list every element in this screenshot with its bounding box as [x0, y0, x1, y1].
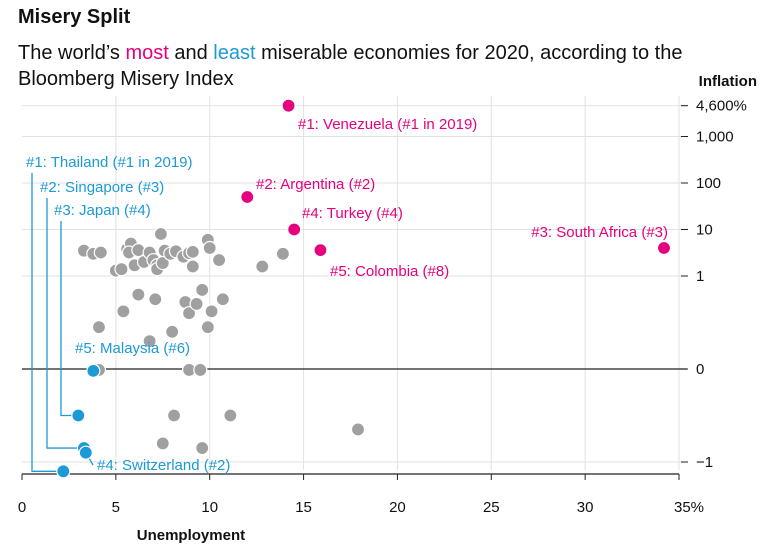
leader-line — [31, 173, 64, 472]
y-tick-label: 1 — [696, 268, 704, 285]
x-tick-label: 25 — [483, 499, 500, 516]
data-point-other — [166, 408, 182, 423]
y-tick-label: 10 — [696, 222, 713, 239]
data-point-least — [78, 445, 93, 460]
data-point-other — [155, 436, 170, 451]
data-point-other — [204, 304, 219, 319]
data-point-other — [200, 320, 215, 335]
subtitle-part-2: and — [168, 42, 214, 64]
data-point-most — [287, 222, 302, 237]
data-label-most: #2: Argentina (#2) — [256, 176, 375, 193]
y-tick-label: 0 — [696, 361, 704, 378]
data-label-least: #5: Malaysia (#6) — [75, 340, 190, 357]
data-label-most: #1: Venezuela (#1 in 2019) — [298, 116, 477, 133]
data-point-other — [350, 422, 366, 437]
data-point-other — [202, 240, 217, 256]
x-tick-label: 30 — [577, 499, 594, 516]
data-point-most — [281, 98, 296, 113]
data-point-other — [116, 304, 131, 319]
data-point-other — [223, 408, 238, 423]
data-point-other — [189, 296, 204, 311]
data-label-least: #2: Singapore (#3) — [40, 179, 164, 196]
x-tick-label: 10 — [201, 499, 218, 516]
x-tick-label: 15 — [295, 499, 312, 516]
subtitle-least: least — [213, 42, 256, 64]
subtitle-most: most — [125, 42, 169, 64]
data-point-most — [313, 243, 328, 258]
data-point-other — [181, 306, 197, 321]
data-point-other — [212, 252, 227, 268]
data-point-other — [165, 324, 180, 339]
data-point-other — [153, 226, 169, 242]
data-point-other — [255, 259, 270, 274]
data-point-other — [185, 259, 200, 274]
y-tick-label: 1,000 — [696, 129, 734, 146]
y-tick-label: 4,600% — [696, 98, 747, 115]
data-point-other — [193, 362, 208, 378]
y-tick-label: 100 — [696, 175, 721, 192]
data-point-other — [131, 287, 146, 302]
subtitle-part-1: The world’s — [18, 42, 126, 64]
x-axis-title: Unemployment — [137, 527, 245, 544]
data-point-other — [142, 334, 157, 349]
x-tick-label: 35% — [674, 499, 704, 516]
data-point-other — [91, 320, 107, 335]
x-tick-label: 5 — [112, 499, 120, 516]
data-point-other — [93, 245, 108, 260]
data-point-least — [56, 464, 71, 479]
data-label-least: #1: Thailand (#1 in 2019) — [26, 154, 193, 171]
data-point-other — [148, 292, 163, 307]
data-point-other — [185, 244, 200, 259]
data-point-other — [195, 440, 210, 456]
data-label-most: #5: Colombia (#8) — [330, 263, 449, 280]
data-point-other — [114, 262, 129, 277]
subtitle-part-3: miserable economies for 2020, according … — [18, 42, 683, 90]
data-label-most: #3: South Africa (#3) — [531, 224, 668, 241]
data-point-other — [195, 282, 210, 298]
leader-line — [60, 221, 79, 417]
leader-line — [46, 198, 84, 449]
data-label-least: #4: Switzerland (#2) — [97, 457, 230, 474]
y-axis-title: Inflation — [699, 73, 757, 90]
y-tick-label: −1 — [696, 454, 713, 471]
chart-title: Misery Split — [18, 6, 131, 28]
data-point-most — [240, 189, 255, 205]
data-point-least — [71, 408, 86, 423]
data-point-other — [215, 292, 230, 307]
x-tick-label: 20 — [389, 499, 406, 516]
data-label-most: #4: Turkey (#4) — [302, 205, 403, 222]
data-point-most — [656, 240, 672, 256]
chart-subtitle: The world’s most and least miserable eco… — [18, 40, 718, 92]
data-point-other — [275, 246, 291, 261]
x-tick-label: 0 — [18, 499, 26, 516]
data-point-least — [86, 363, 101, 378]
data-point-other — [155, 255, 170, 271]
data-label-least: #3: Japan (#4) — [54, 202, 151, 219]
